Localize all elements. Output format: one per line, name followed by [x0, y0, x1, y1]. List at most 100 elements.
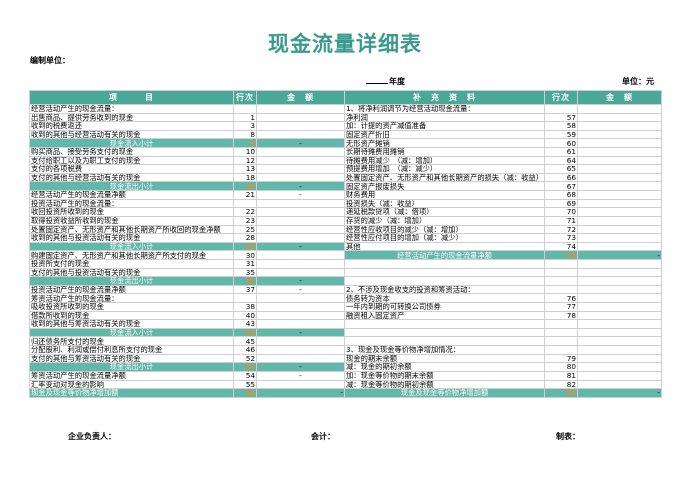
left-amount	[256, 250, 345, 260]
left-row-number: 12	[233, 155, 257, 166]
table-row: 筹资活动产生的现金流量： 债务转为资本 76	[29, 293, 662, 303]
right-item-label	[344, 336, 545, 347]
right-row-number: 66	[544, 172, 578, 183]
right-row-number	[544, 345, 578, 355]
table-row: 经营活动产生的现金流量净额 21- 财务费用 68	[29, 190, 662, 200]
right-amount	[577, 138, 662, 149]
table-row: 现金及现金等价物净增加额 56- 现金及现金等价物净增加额 83-	[29, 388, 662, 398]
right-row-number	[544, 319, 578, 329]
left-row-number: 3	[233, 121, 257, 131]
left-amount	[256, 353, 345, 364]
table-row: 支付的其他与筹资活动有关的现金 52 现金的期末余额 79	[29, 353, 662, 364]
right-row-number: 75	[544, 250, 578, 260]
right-amount	[577, 129, 662, 140]
right-row-number: 72	[544, 224, 578, 235]
left-amount: -	[256, 190, 345, 200]
page-title: 现金流量详细表	[268, 32, 422, 56]
left-row-number: 45	[233, 336, 257, 347]
left-amount	[256, 224, 345, 235]
left-amount	[256, 215, 345, 226]
right-row-number	[544, 327, 578, 338]
right-amount	[577, 112, 662, 123]
right-row-number	[544, 336, 578, 347]
left-item-label: 投资所支付的现金	[29, 258, 234, 269]
left-row-number: 31	[233, 258, 257, 269]
left-item-label: 购建固定资产、无形资产和其他长期资产所支付的现金	[29, 250, 234, 260]
right-amount	[577, 336, 662, 347]
right-amount	[577, 353, 662, 364]
table-row: 经营活动产生的现金流量： 1、将净利润调节为经营活动现金流量：	[29, 104, 662, 114]
right-row-number: 74	[544, 241, 578, 252]
header-row-number-2: 行次	[544, 90, 578, 105]
right-amount	[577, 284, 662, 295]
right-amount	[577, 345, 662, 355]
right-amount	[577, 147, 662, 157]
left-amount: -	[256, 362, 345, 372]
left-item-label: 现金及现金等价物净增加额	[29, 388, 234, 398]
left-item-label: 收到的其他与投资活动有关的现金	[29, 233, 234, 243]
left-row-number: 28	[233, 233, 257, 243]
right-item-label: 加：计提的资产减值准备	[344, 121, 545, 131]
left-item-label: 出售商品、提供劳务收到的现金	[29, 112, 234, 123]
right-item-label: 债务转为资本	[344, 293, 545, 303]
left-amount	[256, 207, 345, 217]
right-amount	[577, 362, 662, 372]
left-row-number	[233, 104, 257, 114]
left-item-label: 借款所收到的现金	[29, 310, 234, 321]
left-item-label: 现金流入小计	[29, 241, 234, 252]
right-item-label: 经营活动产生的现金流量净额	[344, 250, 545, 260]
left-item-label: 汇率变动对现金的影响	[29, 379, 234, 390]
left-row-number: 46	[233, 345, 257, 355]
left-row-number: 8	[233, 129, 257, 140]
left-row-number: 52	[233, 353, 257, 364]
right-item-label: 预提费用增加 （减：减少）	[344, 164, 545, 174]
right-row-number: 65	[544, 164, 578, 174]
right-row-number: 67	[544, 181, 578, 192]
right-item-label	[344, 267, 545, 278]
right-item-label: 其他	[344, 241, 545, 252]
right-amount	[577, 172, 662, 183]
table-row: 取得投资收益所收到的现金 23 存货的减少（减：增加） 71	[29, 215, 662, 226]
right-item-label: 无形资产摊销	[344, 138, 545, 149]
right-item-label: 经营性应付项目的增加（减：减少）	[344, 233, 545, 243]
left-amount	[256, 345, 345, 355]
left-amount	[256, 336, 345, 347]
right-item-label: 净利润	[344, 112, 545, 123]
right-amount	[577, 319, 662, 329]
right-amount	[577, 190, 662, 200]
left-amount	[256, 379, 345, 390]
right-item-label: 经营性应收项目的减少（减：增加）	[344, 224, 545, 235]
right-item-label: 减：现金等价物的期初余额	[344, 379, 545, 390]
header-supplement: 补 充 资 料	[344, 90, 545, 105]
right-amount	[577, 241, 662, 252]
right-amount	[577, 104, 662, 114]
right-row-number	[544, 258, 578, 269]
left-amount: -	[256, 327, 345, 338]
right-row-number: 80	[544, 362, 578, 372]
right-amount	[577, 370, 662, 381]
left-amount	[256, 302, 345, 312]
table-row: 现金流入小计 9- 无形资产摊销 60	[29, 138, 662, 149]
left-amount	[256, 310, 345, 321]
table-row: 收到的其他与经营活动有关的现金 8 固定资产折旧 59	[29, 129, 662, 140]
left-row-number: 1	[233, 112, 257, 123]
right-item-label: 加：现金等价物的期末余额	[344, 370, 545, 381]
left-amount: -	[256, 276, 345, 286]
right-amount: -	[577, 388, 662, 398]
right-amount	[577, 302, 662, 312]
left-amount	[256, 164, 345, 174]
table-row: 支付的其他与经营活动有关的现金 18 处置固定资产、无形资产和其他长期资产的损失（减…	[29, 172, 662, 183]
right-amount	[577, 276, 662, 286]
left-row-number: 40	[233, 310, 257, 321]
left-amount	[256, 267, 345, 278]
left-row-number: 36	[233, 276, 257, 286]
left-amount: -	[256, 138, 345, 149]
table-row: 支付给职工以及为职工支付的现金 12 待摊费用减少 （减：增加） 64	[29, 155, 662, 166]
right-amount	[577, 293, 662, 303]
left-row-number: 53	[233, 362, 257, 372]
table-row: 汇率变动对现金的影响 55 减：现金等价物的期初余额 82	[29, 379, 662, 390]
left-row-number: 13	[233, 164, 257, 174]
table-row: 购建固定资产、无形资产和其他长期资产所支付的现金 30 经营活动产生的现金流量净额 7…	[29, 250, 662, 260]
left-item-label: 经营活动产生的现金流量净额	[29, 190, 234, 200]
footer-preparer-label: 制表：	[556, 432, 580, 441]
